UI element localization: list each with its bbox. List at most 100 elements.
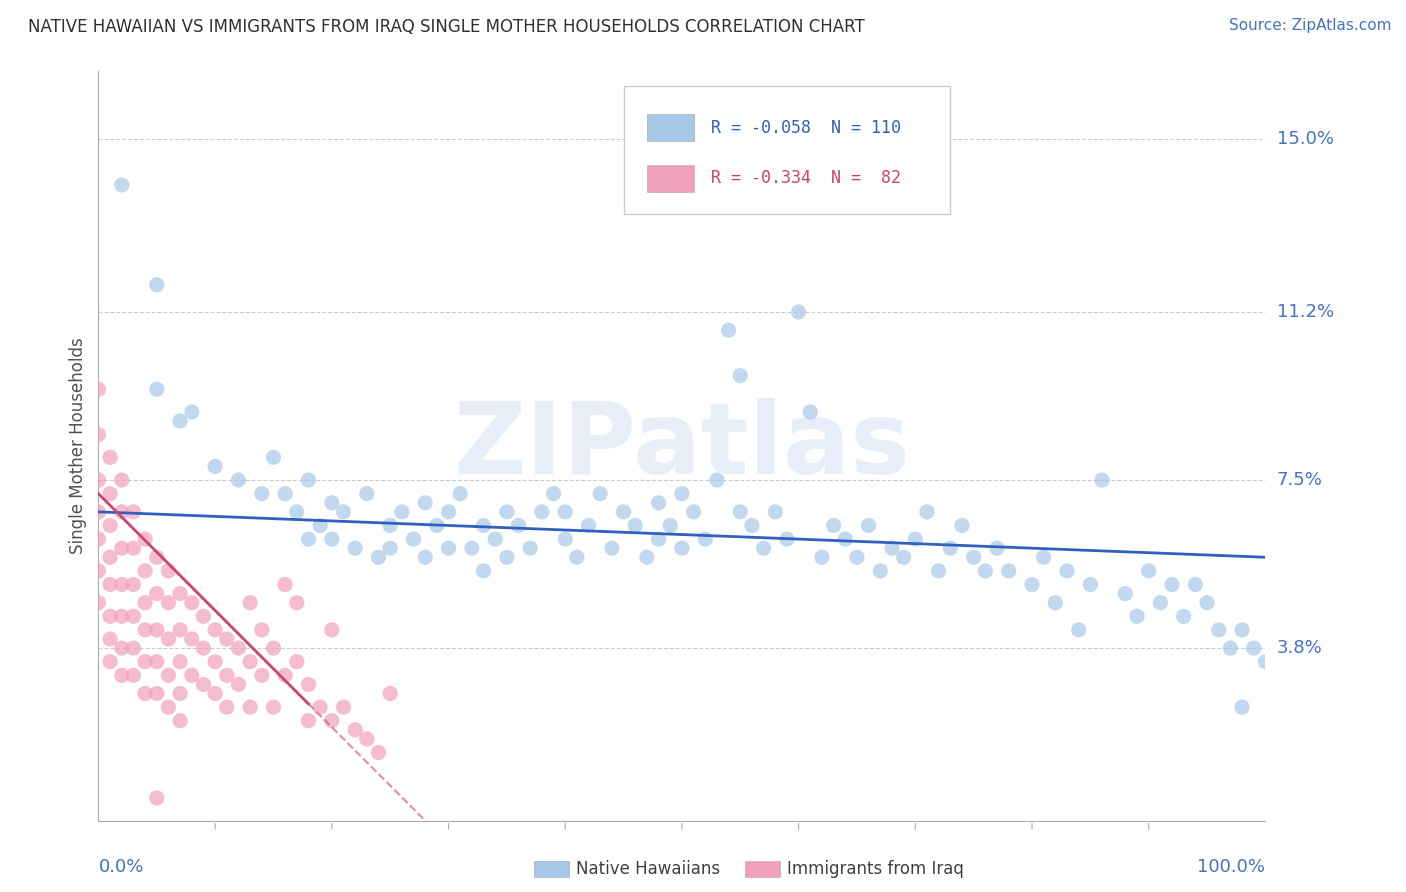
Point xyxy=(367,746,389,760)
Point xyxy=(111,668,134,682)
Point xyxy=(823,518,845,533)
Point xyxy=(986,541,1008,556)
Point xyxy=(344,723,367,737)
Point xyxy=(297,532,319,546)
Point xyxy=(169,623,191,637)
Point xyxy=(98,609,121,624)
Point xyxy=(530,505,553,519)
Point xyxy=(169,586,191,600)
Point xyxy=(193,677,215,691)
Point xyxy=(309,518,332,533)
Point xyxy=(1149,596,1171,610)
Point xyxy=(98,550,121,565)
Point xyxy=(122,668,145,682)
Point xyxy=(413,496,436,510)
Point xyxy=(169,655,191,669)
Point xyxy=(904,532,927,546)
Point xyxy=(496,550,519,565)
Point xyxy=(262,641,284,656)
Point xyxy=(846,550,869,565)
Text: R = -0.334  N =  82: R = -0.334 N = 82 xyxy=(711,169,901,187)
Point xyxy=(134,655,156,669)
Point xyxy=(997,564,1019,578)
Point xyxy=(578,518,600,533)
Point xyxy=(671,541,693,556)
Point xyxy=(146,623,169,637)
Point xyxy=(215,668,238,682)
Point xyxy=(98,486,121,500)
Point xyxy=(543,486,565,500)
Point xyxy=(706,473,728,487)
Point xyxy=(659,518,682,533)
Bar xyxy=(647,114,693,141)
Point xyxy=(239,655,262,669)
Text: 100.0%: 100.0% xyxy=(1198,858,1265,876)
Point xyxy=(157,596,180,610)
Point xyxy=(1032,550,1054,565)
Point xyxy=(356,731,378,746)
Point xyxy=(939,541,962,556)
Point xyxy=(380,686,402,700)
Point xyxy=(682,505,704,519)
Point xyxy=(915,505,938,519)
Point xyxy=(297,677,319,691)
Point xyxy=(613,505,636,519)
Text: Native Hawaiians: Native Hawaiians xyxy=(576,860,721,878)
Point xyxy=(367,550,389,565)
Point xyxy=(741,518,763,533)
Point xyxy=(519,541,541,556)
Point xyxy=(1230,700,1253,714)
Point xyxy=(1254,655,1277,669)
Point xyxy=(87,473,110,487)
Point xyxy=(146,550,169,565)
Point xyxy=(157,668,180,682)
Point xyxy=(928,564,950,578)
Point xyxy=(321,623,343,637)
Point xyxy=(589,486,612,500)
Point xyxy=(111,473,134,487)
Point xyxy=(228,677,250,691)
Point xyxy=(472,518,495,533)
Point xyxy=(858,518,880,533)
Point xyxy=(600,541,623,556)
Point xyxy=(565,550,588,565)
Point xyxy=(193,641,215,656)
Point xyxy=(193,609,215,624)
Point xyxy=(950,518,973,533)
FancyBboxPatch shape xyxy=(624,87,950,214)
Point xyxy=(787,305,810,319)
Point xyxy=(1173,609,1195,624)
Point xyxy=(1219,641,1241,656)
Point xyxy=(1045,596,1067,610)
Point xyxy=(321,714,343,728)
Point xyxy=(1184,577,1206,591)
Point xyxy=(1161,577,1184,591)
Point xyxy=(239,596,262,610)
Point xyxy=(811,550,834,565)
Point xyxy=(274,486,297,500)
Point xyxy=(437,505,460,519)
Point xyxy=(671,486,693,500)
Point xyxy=(297,473,319,487)
Point xyxy=(321,532,343,546)
Point xyxy=(228,473,250,487)
Text: R = -0.058  N = 110: R = -0.058 N = 110 xyxy=(711,119,901,136)
Point xyxy=(624,518,647,533)
Point xyxy=(157,564,180,578)
Point xyxy=(169,686,191,700)
Point xyxy=(204,623,226,637)
Point xyxy=(134,686,156,700)
Point xyxy=(332,505,354,519)
Point xyxy=(262,450,284,465)
Point xyxy=(332,700,354,714)
Point xyxy=(87,427,110,442)
Point xyxy=(122,641,145,656)
Point xyxy=(146,791,169,805)
Point xyxy=(776,532,799,546)
Point xyxy=(380,541,402,556)
Point xyxy=(880,541,903,556)
Point xyxy=(146,586,169,600)
Point xyxy=(98,655,121,669)
Point xyxy=(496,505,519,519)
Point xyxy=(134,596,156,610)
